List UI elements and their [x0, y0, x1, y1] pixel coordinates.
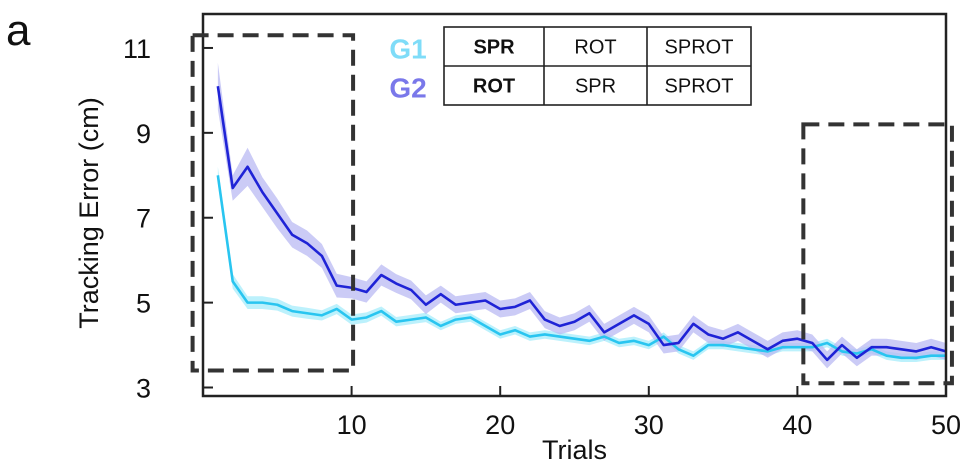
legend-table-cell: ROT [473, 76, 515, 98]
legend-group-label-g1: G1 [389, 34, 426, 65]
legend-group-label-g2: G2 [389, 73, 426, 104]
panel-label: a [6, 6, 31, 55]
legend-table-cell: SPROT [665, 76, 734, 98]
legend-table-cell: ROT [574, 37, 616, 59]
x-tick-label: 20 [485, 410, 515, 440]
highlight-boxes [190, 33, 954, 386]
y-tick-label: 5 [136, 289, 151, 319]
dashed-highlight-box-1 [190, 33, 356, 373]
x-tick-label: 10 [337, 410, 367, 440]
y-tick-label: 7 [136, 204, 151, 234]
x-axis-label: Trials [542, 435, 607, 465]
legend-table-cell: SPR [473, 37, 515, 59]
dashed-highlight-box-2 [801, 122, 954, 386]
y-axis: 3 5 7 9 11 [123, 34, 213, 404]
line-g2 [216, 85, 947, 362]
y-tick-label: 9 [136, 119, 151, 149]
x-tick-label: 30 [634, 410, 664, 440]
y-tick-label: 3 [136, 374, 151, 404]
y-tick-label: 11 [123, 34, 151, 64]
line-g1 [216, 175, 946, 360]
y-axis-label: Tracking Error (cm) [74, 97, 104, 329]
series-lines [216, 85, 947, 362]
band-g2 [217, 62, 947, 369]
legend-table-cell: SPR [575, 76, 616, 98]
legend-table: G1 SPR ROT SPROT G2 ROT SPR SPROT [389, 26, 752, 106]
x-axis: 10 20 30 40 50 [337, 386, 961, 440]
x-tick-label: 50 [931, 410, 961, 440]
error-bands [217, 62, 947, 369]
legend-table-cell: SPROT [665, 37, 734, 59]
x-tick-label: 40 [782, 410, 812, 440]
plot-frame [201, 12, 948, 398]
